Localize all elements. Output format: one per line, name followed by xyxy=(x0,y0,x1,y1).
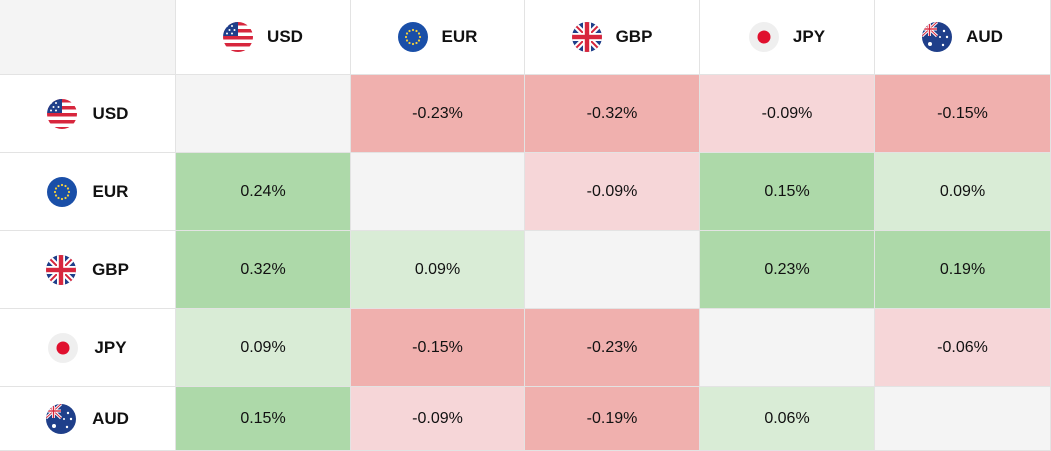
change-cell[interactable]: -0.32% xyxy=(525,75,700,153)
currency-code: AUD xyxy=(92,408,129,428)
diagonal-cell xyxy=(176,75,351,153)
change-value: 0.32% xyxy=(240,260,286,278)
currency-code: GBP xyxy=(615,27,653,46)
row-header-eur[interactable]: EUR xyxy=(0,153,176,231)
change-value: -0.32% xyxy=(586,104,638,122)
diagonal-cell xyxy=(875,387,1051,451)
column-header-usd[interactable]: USD xyxy=(176,0,351,75)
uk-flag-icon xyxy=(571,22,602,52)
change-cell[interactable]: 0.06% xyxy=(700,387,875,451)
change-value: 0.09% xyxy=(240,338,286,356)
change-value: 0.09% xyxy=(414,260,461,278)
change-cell[interactable]: 0.19% xyxy=(875,231,1051,309)
change-value: -0.15% xyxy=(412,338,463,356)
change-value: 0.24% xyxy=(240,182,286,200)
column-header-eur[interactable]: EUR xyxy=(351,0,525,75)
change-cell[interactable]: 0.09% xyxy=(176,309,351,387)
change-value: -0.09% xyxy=(412,409,463,427)
australia-flag-icon xyxy=(922,22,953,52)
japan-flag-icon xyxy=(48,332,79,363)
change-value: 0.09% xyxy=(939,182,986,200)
currency-code: EUR xyxy=(92,181,129,201)
table-corner xyxy=(0,0,176,75)
change-value: -0.06% xyxy=(937,338,988,356)
column-header-aud[interactable]: AUD xyxy=(875,0,1051,75)
us-flag-icon xyxy=(223,22,254,52)
australia-flag-icon xyxy=(46,403,77,434)
change-cell[interactable]: -0.09% xyxy=(351,387,525,451)
eu-flag-icon xyxy=(46,176,77,207)
change-value: -0.23% xyxy=(412,104,463,122)
change-cell[interactable]: -0.09% xyxy=(700,75,875,153)
row-header-gbp[interactable]: GBP xyxy=(0,231,176,309)
change-value: -0.23% xyxy=(586,338,638,356)
diagonal-cell xyxy=(525,231,700,309)
change-cell[interactable]: 0.24% xyxy=(176,153,351,231)
change-value: -0.15% xyxy=(937,104,988,122)
currency-code: GBP xyxy=(92,259,129,279)
japan-flag-icon xyxy=(748,22,779,52)
eu-flag-icon xyxy=(397,22,428,52)
change-cell[interactable]: -0.23% xyxy=(525,309,700,387)
row-header-jpy[interactable]: JPY xyxy=(0,309,176,387)
change-cell[interactable]: 0.23% xyxy=(700,231,875,309)
currency-code: USD xyxy=(92,103,129,123)
change-value: 0.15% xyxy=(240,409,286,427)
currency-code: USD xyxy=(267,27,303,46)
change-value: -0.09% xyxy=(761,104,813,122)
change-value: -0.09% xyxy=(586,182,638,200)
change-value: -0.19% xyxy=(586,409,638,427)
currency-code: JPY xyxy=(792,27,826,46)
column-header-jpy[interactable]: JPY xyxy=(700,0,875,75)
change-cell[interactable]: -0.09% xyxy=(525,153,700,231)
change-cell[interactable]: 0.09% xyxy=(351,231,525,309)
change-cell[interactable]: 0.15% xyxy=(176,387,351,451)
change-cell[interactable]: -0.19% xyxy=(525,387,700,451)
change-cell[interactable]: 0.15% xyxy=(700,153,875,231)
change-value: 0.15% xyxy=(764,182,810,200)
change-cell[interactable]: -0.15% xyxy=(351,309,525,387)
change-value: 0.19% xyxy=(939,260,986,278)
diagonal-cell xyxy=(700,309,875,387)
currency-code: AUD xyxy=(966,27,1003,46)
change-cell[interactable]: 0.09% xyxy=(875,153,1051,231)
currency-code: JPY xyxy=(94,337,127,357)
currency-code: EUR xyxy=(441,27,478,46)
change-cell[interactable]: -0.06% xyxy=(875,309,1051,387)
row-header-aud[interactable]: AUD xyxy=(0,387,176,451)
change-value: 0.23% xyxy=(764,260,810,278)
us-flag-icon xyxy=(46,98,77,129)
change-cell[interactable]: -0.15% xyxy=(875,75,1051,153)
change-cell[interactable]: 0.32% xyxy=(176,231,351,309)
change-value: 0.06% xyxy=(764,409,810,427)
uk-flag-icon xyxy=(46,254,77,285)
diagonal-cell xyxy=(351,153,525,231)
row-header-usd[interactable]: USD xyxy=(0,75,176,153)
column-header-gbp[interactable]: GBP xyxy=(525,0,700,75)
change-cell[interactable]: -0.23% xyxy=(351,75,525,153)
